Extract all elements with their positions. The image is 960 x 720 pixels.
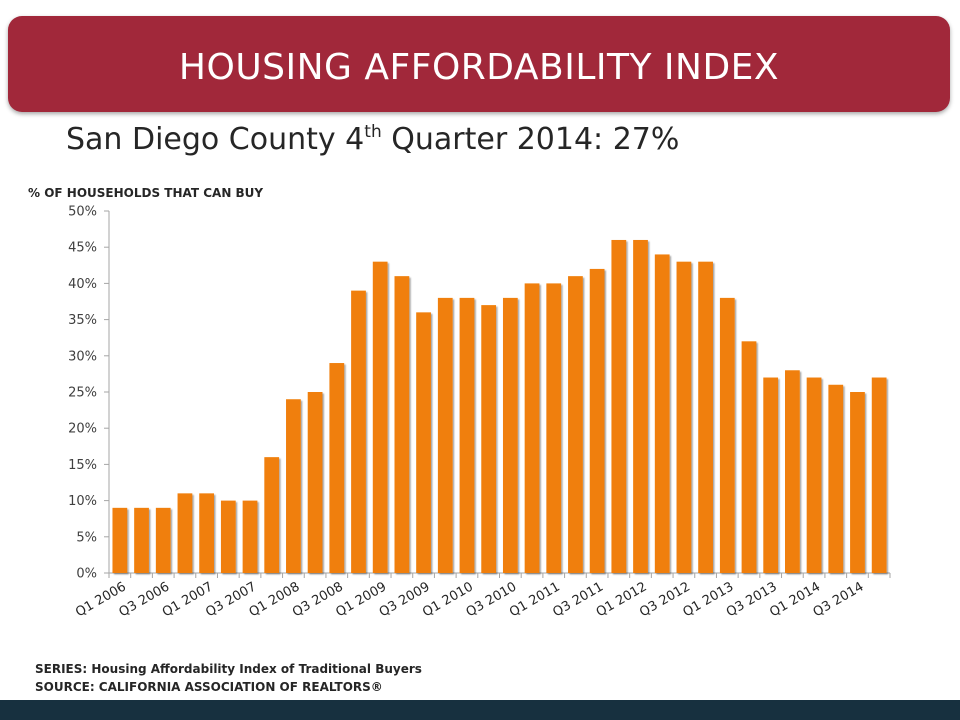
bar xyxy=(546,283,562,573)
bar xyxy=(264,457,280,573)
source-note: SOURCE: CALIFORNIA ASSOCIATION OF REALTO… xyxy=(35,680,383,694)
bar xyxy=(372,261,388,573)
bar-series xyxy=(112,239,887,573)
page-title: HOUSING AFFORDABILITY INDEX xyxy=(178,46,780,88)
subtitle-prefix: San Diego County 4 xyxy=(66,122,365,157)
y-tick-label: 15% xyxy=(68,458,97,473)
bar xyxy=(177,493,193,573)
bar xyxy=(437,297,453,573)
y-tick-label: 0% xyxy=(76,567,97,582)
bar xyxy=(481,305,497,573)
bar xyxy=(719,297,735,573)
bar xyxy=(329,363,345,573)
bar xyxy=(416,312,431,573)
bar xyxy=(871,377,887,573)
bar xyxy=(307,392,323,573)
bar xyxy=(828,384,844,573)
bar xyxy=(676,261,692,573)
bar xyxy=(459,297,475,573)
bar xyxy=(220,500,236,573)
subtitle-superscript: th xyxy=(364,122,382,142)
bar xyxy=(850,392,865,573)
y-tick-label: 20% xyxy=(68,422,97,437)
y-tick-label: 25% xyxy=(68,386,97,401)
bar xyxy=(112,507,128,573)
y-tick-label: 30% xyxy=(68,349,97,364)
bar xyxy=(524,283,540,573)
bar xyxy=(633,239,648,573)
y-tick-label: 35% xyxy=(68,313,97,328)
y-axis-title: % OF HOUSEHOLDS THAT CAN BUY xyxy=(28,186,263,200)
bar xyxy=(568,276,583,573)
bar xyxy=(351,290,366,573)
bar xyxy=(242,500,258,573)
bottom-bar xyxy=(0,700,960,720)
bar xyxy=(502,297,518,573)
series-note: SERIES: Housing Affordability Index of T… xyxy=(35,662,422,676)
bar xyxy=(394,276,410,573)
subtitle-suffix: Quarter 2014: 27% xyxy=(381,122,680,157)
y-tick-label: 5% xyxy=(76,530,97,545)
bar xyxy=(155,507,171,573)
bar xyxy=(199,493,214,573)
bar-chart: % OF HOUSEHOLDS THAT CAN BUY 0% 5% 10% 15% 2… xyxy=(28,186,891,620)
y-tick-label: 45% xyxy=(68,241,97,256)
bar xyxy=(286,399,301,573)
y-tick-label: 10% xyxy=(68,494,97,509)
chart-subtitle: San Diego County 4th Quarter 2014: 27% xyxy=(66,122,679,157)
title-banner: HOUSING AFFORDABILITY INDEX xyxy=(8,16,950,112)
bar xyxy=(698,261,713,573)
bar xyxy=(806,377,822,573)
bar xyxy=(589,268,605,573)
x-axis xyxy=(108,572,891,578)
y-tick-label: 40% xyxy=(68,277,97,292)
y-axis: 0% 5% 10% 15% 20% 25% 30% 35% 40% 45% 50% xyxy=(68,205,110,582)
bar xyxy=(763,377,779,573)
bar xyxy=(611,239,627,573)
y-tick-label: 50% xyxy=(68,205,97,220)
bar xyxy=(785,370,800,573)
bar xyxy=(134,507,149,573)
bar xyxy=(654,254,670,573)
bar xyxy=(741,341,757,573)
